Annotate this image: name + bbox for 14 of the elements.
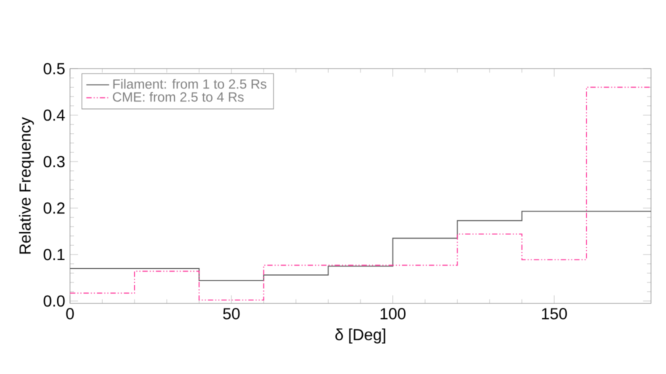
y-tick-label: 0.2 [44,202,64,214]
x-tick-label: 100 [380,308,406,320]
x-tick-label: 50 [223,308,240,320]
y-tick-label: 0.1 [44,248,65,260]
legend-label: Filament: from 1 to 2.5 Rs [113,78,266,89]
y-axis-title: Relative Frequency [18,117,34,254]
legend-label: CME: from 2.5 to 4 Rs [112,92,244,102]
x-axis-title: δ [Deg] [335,328,386,344]
y-tick-label: 0.0 [44,295,65,307]
y-tick-label: 0.4 [44,109,65,121]
x-tick-label: 0 [66,308,74,320]
y-tick-label: 0.3 [44,156,65,168]
y-tick-label: 0.5 [44,63,65,74]
x-tick-label: 150 [542,308,567,320]
